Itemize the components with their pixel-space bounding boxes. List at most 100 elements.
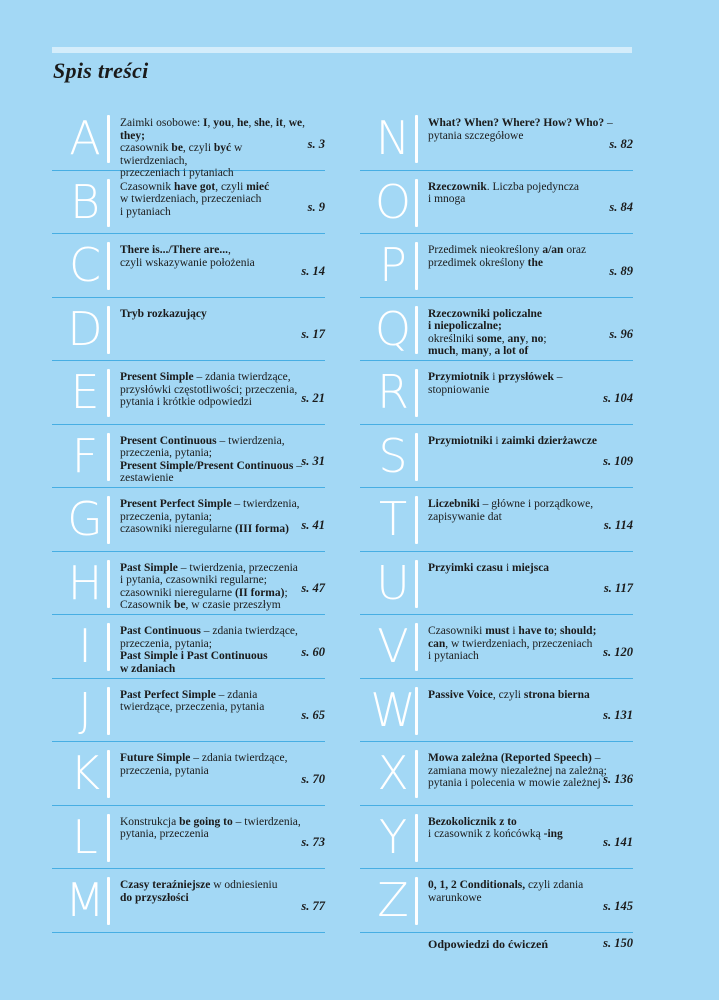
toc-entry-w[interactable]: W Passive Voice, czyli strona bierna s. 13… bbox=[360, 679, 633, 742]
letter-divider bbox=[415, 813, 418, 862]
entry-text-bold: a lot of bbox=[494, 345, 529, 358]
entry-text-bold: Bezokolicznik z to bbox=[428, 815, 517, 828]
toc-entry-d[interactable]: D Tryb rozkazujący s. 17 bbox=[52, 298, 325, 361]
entry-text: w twierdzeniach, przeczeniach bbox=[120, 193, 262, 206]
toc-entry-z[interactable]: Z 0, 1, 2 Conditionals, czyli zdania warun… bbox=[360, 869, 633, 933]
page-number: s. 21 bbox=[301, 390, 325, 405]
letter-divider bbox=[107, 432, 110, 481]
entry-text: , bbox=[207, 117, 214, 129]
entry-text-bold: strona bierna bbox=[523, 688, 590, 701]
page-number: s. 136 bbox=[603, 771, 633, 786]
toc-entry-b[interactable]: B Czasownik have got, czyli mieć w twierdz… bbox=[52, 171, 325, 234]
toc-entry-r[interactable]: R Przymiotnik i przysłówek – stopniowanie s… bbox=[360, 361, 633, 425]
page-number: s. 145 bbox=[603, 898, 633, 913]
page-number: s. 41 bbox=[301, 517, 325, 532]
toc-entry-answers[interactable]: Odpowiedzi do ćwiczeń s. 150 bbox=[360, 933, 633, 957]
toc-entry-j[interactable]: J Past Perfect Simple – zdania twierdzące,… bbox=[52, 679, 325, 742]
section-letter: Y bbox=[378, 809, 408, 864]
entry-text: , czyli bbox=[492, 688, 524, 701]
entry-text-bold: być bbox=[213, 142, 232, 155]
entry-text-bold: Mowa zależna (Reported Speech) bbox=[428, 752, 592, 764]
toc-entry-o[interactable]: O Rzeczownik. Liczba pojedyncza i mnoga s. … bbox=[360, 171, 633, 234]
toc-entry-c[interactable]: C There is.../There are..., czyli wskazywa… bbox=[52, 234, 325, 298]
toc-entry-f[interactable]: F Present Continuous – twierdzenia, przecz… bbox=[52, 425, 325, 488]
header-bar bbox=[52, 47, 632, 53]
entry-text-bold: Przymiotniki bbox=[428, 434, 493, 447]
entry-text: ; bbox=[553, 625, 560, 637]
entry-title: Future Simple – zdania twierdzące, przecz… bbox=[120, 752, 306, 777]
entry-text: zamiana mowy niezależnej na zależną; bbox=[428, 764, 607, 777]
entry-title: Przyimki czasu i miejsca bbox=[428, 562, 614, 575]
toc-entry-i[interactable]: I Past Continuous – zdania twierdzące, prz… bbox=[52, 615, 325, 679]
toc-entry-y[interactable]: Y Bezokolicznik z to i czasownik z końcówk… bbox=[360, 806, 633, 869]
toc-entry-h[interactable]: H Past Simple – twierdzenia, przeczenia i … bbox=[52, 552, 325, 615]
toc-entry-n[interactable]: N What? When? Where? How? Who? – pytania s… bbox=[360, 107, 633, 171]
entry-title: 0, 1, 2 Conditionals, czyli zdania warunk… bbox=[428, 879, 614, 904]
entry-text-bold: What? When? Where? How? Who? bbox=[428, 117, 605, 129]
section-letter: X bbox=[377, 746, 409, 800]
entry-text: w odniesieniu bbox=[210, 879, 278, 891]
toc-entry-l[interactable]: L Konstrukcja be going to – twierdzenia, p… bbox=[52, 806, 325, 869]
entry-text-bold: Liczebniki bbox=[428, 498, 480, 510]
entry-text-bold: be going to bbox=[179, 815, 233, 828]
entry-text-bold: Passive Voice bbox=[428, 688, 493, 701]
section-letter: G bbox=[67, 492, 103, 546]
entry-title: Past Simple – twierdzenia, przeczenia i p… bbox=[120, 562, 306, 612]
entry-text-bold: zaimki dzierżawcze bbox=[501, 434, 597, 447]
letter-divider bbox=[107, 813, 110, 862]
entry-text: przysłówki częstotliwości; przeczenia, bbox=[120, 383, 298, 396]
section-letter: R bbox=[377, 365, 409, 419]
entry-text: – bbox=[604, 117, 613, 129]
letter-divider bbox=[107, 559, 110, 608]
section-letter: N bbox=[375, 111, 411, 165]
entry-text-bold: Present Simple bbox=[120, 371, 194, 383]
entry-text: pytania i krótkie odpowiedzi bbox=[120, 396, 252, 409]
section-letter: D bbox=[67, 301, 103, 356]
entry-title: Konstrukcja be going to – twierdzenia, py… bbox=[120, 816, 306, 841]
section-letter: B bbox=[69, 174, 101, 229]
entry-text: , bbox=[270, 117, 276, 129]
page-number: s. 114 bbox=[603, 517, 633, 532]
toc-entry-x[interactable]: X Mowa zależna (Reported Speech) – zamiana… bbox=[360, 742, 633, 806]
letter-divider bbox=[107, 877, 110, 925]
letter-divider bbox=[107, 115, 110, 163]
entry-title: Present Perfect Simple – twierdzenia, prz… bbox=[120, 498, 306, 536]
toc-entry-u[interactable]: U Przyimki czasu i miejsca s. 117 bbox=[360, 552, 633, 615]
entry-title: Past Perfect Simple – zdania twierdzące, … bbox=[120, 689, 306, 714]
page-number: s. 96 bbox=[609, 327, 633, 341]
page-number: s. 109 bbox=[603, 454, 633, 468]
entry-text: Przedimek nieokreślony bbox=[428, 244, 543, 256]
letter-divider bbox=[415, 305, 418, 354]
toc-entry-g[interactable]: G Present Perfect Simple – twierdzenia, pr… bbox=[52, 488, 325, 552]
entry-text: stopniowanie bbox=[428, 383, 490, 396]
page-number: s. 89 bbox=[609, 263, 633, 278]
entry-text: przeczenia, pytania; bbox=[120, 447, 212, 460]
entry-text: i pytaniach bbox=[120, 205, 171, 218]
entry-text-bold: Present Continuous bbox=[120, 434, 217, 447]
toc-entry-t[interactable]: T Liczebniki – główne i porządkowe, zapisy… bbox=[360, 488, 633, 552]
entry-title: Przymiotnik i przysłówek – stopniowanie bbox=[428, 371, 614, 396]
toc-entry-m[interactable]: M Czasy teraźniejsze w odniesieniu do przy… bbox=[52, 869, 325, 933]
entry-title: Past Continuous – zdania twierdzące, prze… bbox=[120, 625, 306, 675]
entry-text: twierdzące, przeczenia, pytania bbox=[120, 701, 265, 714]
entry-text: – zdania bbox=[215, 688, 258, 701]
section-letter: Q bbox=[374, 301, 412, 356]
entry-text: – twierdzenia, przeczenia bbox=[177, 561, 298, 574]
toc-entry-a[interactable]: A Zaimki osobowe: I, you, he, she, it, we… bbox=[52, 107, 325, 179]
toc-entry-v[interactable]: V Czasowniki must i have to; should; can, … bbox=[360, 615, 633, 679]
entry-text-bold: (II forma) bbox=[234, 586, 285, 599]
section-letter: Z bbox=[377, 873, 409, 927]
toc-entry-p[interactable]: P Przedimek nieokreślony a/an oraz przedim… bbox=[360, 234, 633, 298]
toc-entry-q[interactable]: Q Rzeczowniki policzalne i niepoliczalne; o… bbox=[360, 298, 633, 361]
toc-right-column: N What? When? Where? How? Who? – pytania s… bbox=[360, 107, 633, 957]
section-letter: C bbox=[68, 238, 102, 292]
entry-text: przeczenia, pytania; bbox=[120, 510, 212, 523]
entry-text: , bbox=[455, 345, 462, 358]
section-letter: M bbox=[65, 873, 105, 927]
entry-text-bold: przysłówek bbox=[498, 371, 554, 383]
toc-entry-s[interactable]: S Przymiotniki i zaimki dzierżawcze s. 109 bbox=[360, 425, 633, 488]
entry-text: pytania i polecenia w mowie zależnej bbox=[428, 777, 601, 790]
toc-entry-k[interactable]: K Future Simple – zdania twierdzące, przec… bbox=[52, 742, 325, 806]
toc-entry-e[interactable]: E Present Simple – zdania twierdzące, przy… bbox=[52, 361, 325, 425]
entry-text: i bbox=[503, 561, 513, 574]
